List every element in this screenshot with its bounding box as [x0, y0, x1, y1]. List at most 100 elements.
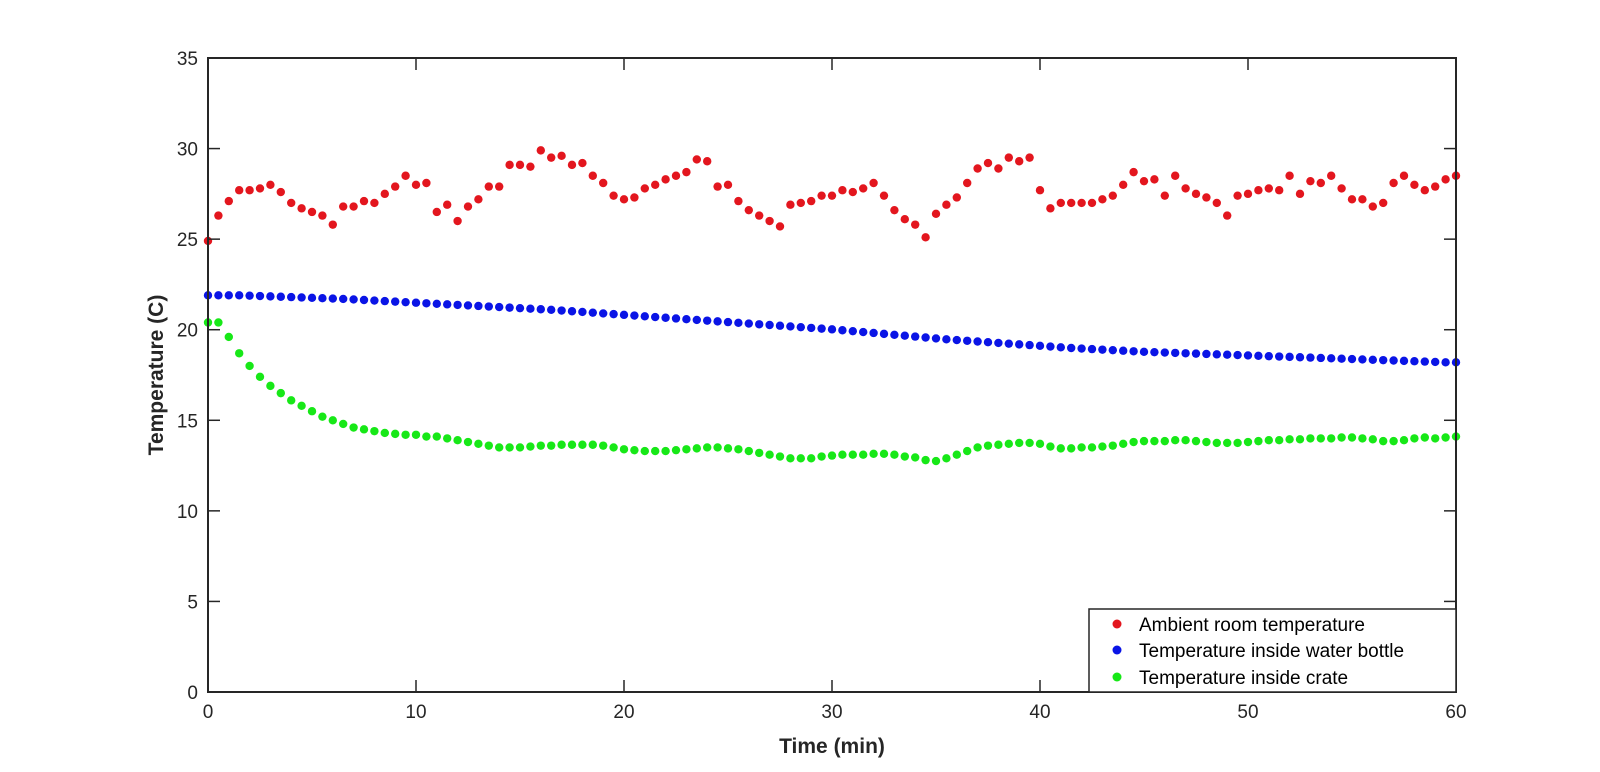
- crate-point: [942, 454, 951, 463]
- water-bottle-point: [1243, 351, 1253, 360]
- crate-point: [1056, 444, 1066, 453]
- crate-point: [380, 428, 389, 438]
- water-bottle-point: [1295, 353, 1305, 362]
- crate-point: [1004, 439, 1013, 449]
- crate-point: [963, 446, 972, 456]
- water-bottle-point: [1108, 345, 1118, 355]
- ambient-point: [1150, 175, 1159, 184]
- water-bottle-point: [1129, 347, 1138, 356]
- ambient-point: [1306, 176, 1315, 186]
- crate-point: [484, 441, 493, 450]
- crate-point: [599, 441, 608, 450]
- ambient-point: [963, 178, 972, 188]
- ambient-point: [807, 196, 816, 206]
- ambient-point: [422, 178, 431, 188]
- ambient-point: [1181, 184, 1190, 193]
- y-tick-label: 0: [187, 683, 198, 704]
- ambient-point: [1295, 189, 1305, 199]
- ambient-point: [859, 184, 868, 193]
- ambient-point: [848, 187, 857, 197]
- ambient-point: [1046, 204, 1055, 213]
- water-bottle-point: [1202, 349, 1211, 359]
- crate-point: [1420, 433, 1430, 442]
- ambient-point: [245, 186, 254, 195]
- ambient-point: [505, 160, 514, 170]
- crate-point: [931, 456, 941, 466]
- x-tick-label: 0: [203, 702, 214, 723]
- water-bottle-point: [838, 326, 847, 335]
- ambient-point: [1025, 153, 1034, 162]
- water-bottle-point: [474, 301, 483, 311]
- x-tick-label: 60: [1445, 702, 1466, 723]
- crate-point: [921, 455, 930, 465]
- ambient-point: [1098, 195, 1107, 204]
- crate-point: [318, 412, 327, 421]
- crate-point: [547, 441, 556, 450]
- series-ambient: [203, 146, 1461, 246]
- ambient-point: [339, 202, 348, 211]
- water-bottle-point: [287, 292, 296, 302]
- ambient-point: [713, 182, 722, 191]
- ambient-point: [1139, 176, 1149, 186]
- ambient-point: [557, 151, 566, 161]
- water-bottle-point: [432, 299, 441, 309]
- y-tick-label: 25: [177, 230, 198, 251]
- water-bottle-point: [661, 313, 670, 322]
- ambient-point: [755, 211, 764, 220]
- ambient-point: [973, 164, 982, 173]
- ambient-point: [817, 191, 826, 200]
- crate-point: [890, 450, 899, 459]
- plot-area: [208, 58, 1456, 692]
- crate-point: [1399, 436, 1409, 445]
- water-bottle-point: [921, 333, 930, 342]
- ambient-point: [1358, 195, 1367, 204]
- x-tick-label: 50: [1237, 702, 1258, 723]
- ambient-point: [1399, 171, 1409, 180]
- water-bottle-point: [255, 291, 265, 301]
- water-bottle-point: [380, 296, 389, 306]
- x-axis-title: Time (min): [779, 735, 885, 758]
- ambient-point: [692, 155, 701, 164]
- water-bottle-point: [827, 325, 837, 334]
- water-bottle-point: [567, 307, 577, 316]
- water-bottle-point: [713, 317, 722, 326]
- water-bottle-point: [682, 315, 691, 324]
- water-bottle-point: [630, 311, 639, 320]
- water-bottle-point: [1306, 353, 1315, 362]
- crate-point: [1171, 436, 1180, 445]
- water-bottle-point: [266, 292, 275, 301]
- water-bottle-point: [900, 331, 909, 340]
- crate-point: [765, 450, 774, 459]
- ambient-point: [1015, 157, 1024, 166]
- crate-point: [713, 443, 722, 452]
- water-bottle-point: [1067, 343, 1076, 353]
- crate-point: [401, 430, 410, 439]
- ambient-point: [526, 162, 535, 171]
- crate-point: [474, 439, 483, 449]
- water-bottle-point: [817, 324, 826, 333]
- crate-point: [1046, 442, 1055, 451]
- ambient-point: [994, 164, 1003, 173]
- ambient-point: [786, 200, 795, 209]
- water-bottle-point: [671, 314, 681, 323]
- crate-point: [588, 440, 597, 449]
- ambient-point: [1129, 167, 1138, 177]
- water-bottle-point: [796, 322, 805, 332]
- water-bottle-point: [349, 295, 358, 304]
- y-tick-label: 15: [177, 411, 198, 432]
- water-bottle-point: [1337, 354, 1346, 363]
- crate-point: [1316, 434, 1326, 443]
- ambient-point: [453, 216, 462, 226]
- water-bottle-point: [359, 295, 369, 305]
- crate-point: [848, 450, 857, 459]
- plot-frame: [207, 57, 1457, 693]
- ambient-point: [224, 196, 233, 206]
- ambient-point: [1420, 186, 1430, 195]
- water-bottle-point: [411, 298, 421, 307]
- crate-point: [276, 388, 285, 398]
- water-bottle-point: [692, 315, 701, 325]
- ambient-point: [599, 178, 608, 188]
- water-bottle-point: [775, 321, 785, 330]
- water-bottle-point: [983, 338, 993, 347]
- water-bottle-point: [339, 294, 348, 304]
